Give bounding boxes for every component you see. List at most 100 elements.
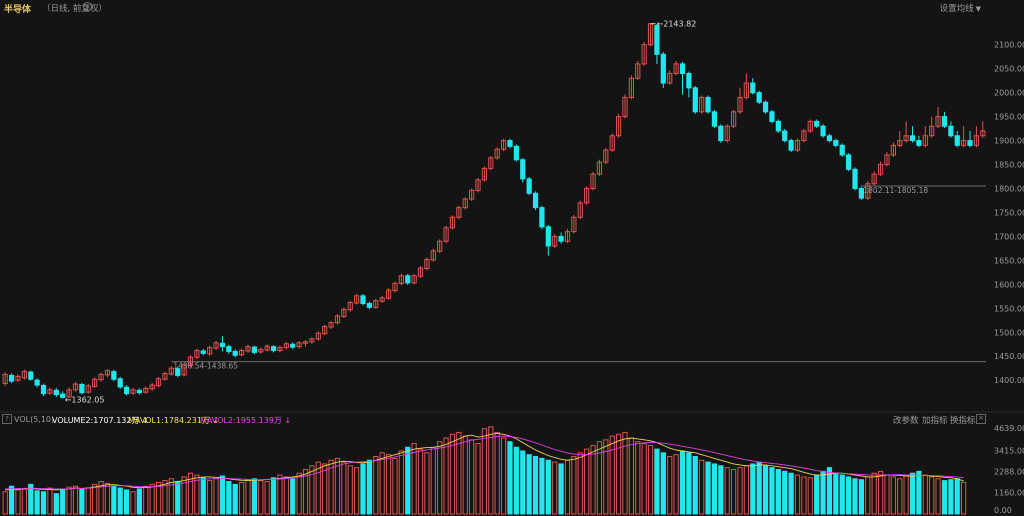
volume-bar: [596, 441, 603, 515]
volume-bar: [53, 493, 59, 515]
volume-tick-label: 4639.00: [994, 424, 1024, 433]
volume-bar: [8, 485, 15, 515]
candle-body: [865, 183, 871, 199]
switch-indicator-button[interactable]: 换指标: [950, 416, 976, 426]
candle-body: [756, 92, 762, 103]
candle-body: [456, 207, 462, 218]
edit-params-button[interactable]: 改参数: [893, 416, 919, 426]
volume-bar: [673, 454, 679, 515]
candle-body: [858, 187, 865, 199]
volume-bar: [385, 454, 392, 515]
volume-bar: [654, 448, 660, 515]
volume-bar: [207, 480, 213, 515]
volume-bar: [283, 476, 289, 515]
volume-bar: [366, 459, 373, 515]
candle-body: [852, 168, 858, 189]
candle-body: [916, 140, 922, 146]
close-icon[interactable]: ×: [976, 414, 986, 424]
volume-bar: [903, 475, 909, 515]
price-tick-label: 1750.00: [994, 208, 1024, 217]
volume-bar: [309, 465, 315, 515]
mavol2-legend: MAVOL2:1955.139万 ↓: [200, 415, 291, 426]
candle-body: [488, 157, 494, 169]
volume-bar: [513, 446, 519, 515]
add-indicator-button[interactable]: 加指标: [922, 416, 948, 426]
price-tick-label: 1450.00: [994, 352, 1024, 361]
candle-body: [392, 282, 398, 292]
volume-bar: [443, 437, 449, 515]
volume-bar: [884, 474, 890, 515]
candle-body: [820, 125, 826, 137]
volume-bar: [341, 461, 347, 515]
volume-bar: [782, 470, 788, 515]
volume-bar: [405, 446, 411, 515]
volume-bar: [456, 431, 462, 515]
gear-icon[interactable]: [83, 2, 92, 11]
candle-body: [788, 140, 794, 151]
volume-bar: [296, 472, 302, 515]
volume-bar: [916, 470, 922, 515]
volume-bar: [699, 459, 705, 515]
volume-bar: [181, 476, 187, 515]
candle-body: [207, 347, 213, 355]
volume-bar: [865, 476, 871, 515]
candle-body: [15, 375, 21, 381]
candle-body: [366, 303, 373, 308]
volume-bar: [85, 487, 91, 515]
volume-tick-label: 0.00: [994, 506, 1012, 515]
volume-bar: [21, 488, 27, 515]
volume-bar: [168, 478, 174, 515]
volume-bars: [2, 426, 967, 515]
help-icon[interactable]: ?: [2, 414, 12, 424]
volume-bar: [2, 491, 8, 515]
candle-body: [373, 300, 379, 308]
candle-body: [794, 140, 801, 151]
volume-bar: [641, 443, 647, 515]
volume-bar: [762, 465, 769, 515]
candle-body: [909, 135, 916, 142]
period-subtitle: （日线, 前复权）: [42, 4, 107, 14]
volume-bar: [877, 470, 884, 515]
volume-bar: [788, 472, 794, 515]
volume-bar: [258, 480, 264, 515]
price-tick-label: 1950.00: [994, 113, 1024, 122]
price-tick-label: 1800.00: [994, 184, 1024, 193]
volume-bar: [833, 472, 839, 515]
candle-body: [123, 386, 130, 395]
candle-body: [782, 130, 788, 142]
set-ma-button[interactable]: 设置均线 ▼: [940, 2, 981, 14]
volume-bar: [449, 433, 456, 515]
candle-body: [360, 295, 366, 305]
volume-bar: [72, 485, 79, 515]
volume-bar: [232, 483, 238, 515]
volume-bar: [584, 448, 590, 515]
candle-body: [117, 378, 123, 388]
volume-bar: [373, 456, 379, 515]
volume-bar: [226, 481, 232, 515]
arrow-down-icon: ↓: [284, 415, 292, 425]
candle-body: [72, 383, 79, 391]
volume-bar: [590, 444, 596, 515]
volume-bar: [239, 481, 245, 515]
price-tick-label: 2100.00: [994, 41, 1024, 50]
volume-bar: [328, 459, 334, 515]
candle-body: [673, 63, 679, 74]
candle-body: [961, 140, 967, 146]
candle-body: [705, 96, 711, 113]
volume-bar: [577, 452, 583, 515]
candle-body: [111, 371, 117, 380]
volume-bar: [28, 483, 34, 515]
candle-body: [354, 295, 360, 304]
price-tick-label: 1900.00: [994, 137, 1024, 146]
volume-bar: [143, 485, 149, 515]
candle-body: [890, 144, 896, 156]
candle-body: [807, 120, 813, 132]
candle-body: [40, 384, 47, 395]
volume-bar: [826, 467, 833, 515]
volume-bar: [270, 477, 277, 515]
candle-body: [398, 275, 404, 284]
candle-body: [232, 350, 238, 356]
index-title: 半导体: [4, 5, 32, 15]
candle-body: [922, 135, 928, 146]
